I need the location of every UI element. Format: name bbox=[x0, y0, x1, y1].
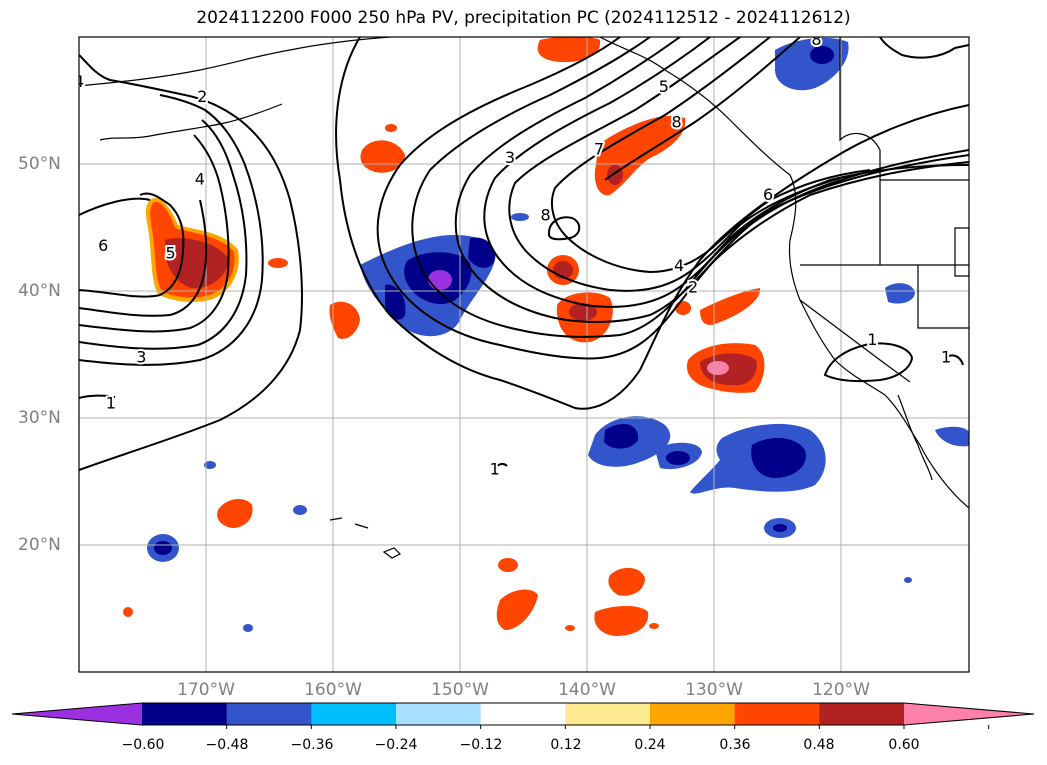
pv-contour-label: 3 bbox=[505, 148, 515, 167]
pv-contour-label: 1 bbox=[867, 330, 877, 349]
lat-tick-label: 40°N bbox=[18, 281, 61, 301]
colorbar-tick-label: 0.12 bbox=[550, 737, 582, 753]
pv-contour-label: 5 bbox=[659, 77, 669, 96]
pv-contour-label: 8 bbox=[541, 205, 551, 224]
lat-tick-label: 50°N bbox=[18, 154, 61, 174]
colorbar-swatch bbox=[142, 703, 228, 725]
pv-contour-label: 6 bbox=[763, 185, 773, 204]
pv-contour-label: 6 bbox=[98, 236, 108, 255]
colorbar-swatch bbox=[734, 703, 820, 725]
pv-contour-label: 1 bbox=[490, 459, 500, 478]
pv-contour-label: 8 bbox=[671, 113, 681, 132]
lon-tick-label: 170°W bbox=[177, 680, 235, 700]
colorbar-swatch bbox=[565, 703, 651, 725]
lat-tick-label: 20°N bbox=[18, 535, 61, 555]
lon-tick-label: 140°W bbox=[558, 680, 616, 700]
pv-contour-label: 2 bbox=[197, 87, 207, 106]
pv-contour-label: 7 bbox=[594, 139, 604, 158]
colorbar bbox=[11, 702, 1035, 729]
pv-contour-label: 4 bbox=[674, 256, 684, 275]
pv-contour-label: 1 bbox=[941, 348, 951, 367]
coastlines bbox=[79, 37, 969, 559]
colorbar-swatch bbox=[12, 703, 142, 725]
pv-contour-label: 1 bbox=[106, 393, 116, 412]
colorbar-swatch bbox=[650, 703, 736, 725]
colorbar-tick-label: 0.36 bbox=[719, 737, 751, 753]
colorbar-swatch bbox=[311, 703, 397, 725]
lon-tick-label: 150°W bbox=[431, 680, 489, 700]
map-title: 2024112200 F000 250 hPa PV, precipitatio… bbox=[196, 8, 851, 28]
pv-contour-label: 5 bbox=[165, 243, 175, 262]
pv-contour-label: 8 bbox=[811, 30, 821, 49]
pv-contour-label: 3 bbox=[136, 348, 146, 367]
lon-tick-label: 160°W bbox=[304, 680, 362, 700]
pv-contour-label: 4 bbox=[195, 170, 205, 189]
colorbar-swatch bbox=[396, 703, 482, 725]
colorbar-tick-label: 0.60 bbox=[888, 737, 920, 753]
colorbar-outline bbox=[11, 702, 1035, 726]
pv-contour-label: 2 bbox=[688, 278, 698, 297]
map-frame bbox=[78, 36, 970, 673]
colorbar-tick-label: −0.48 bbox=[205, 737, 249, 753]
colorbar-swatch bbox=[480, 703, 566, 725]
colorbar-tick-label: 0.24 bbox=[634, 737, 666, 753]
colorbar-tick-label: −0.24 bbox=[374, 737, 418, 753]
colorbar-swatch bbox=[819, 703, 905, 725]
colorbar-tick-label: −0.60 bbox=[121, 737, 165, 753]
colorbar-tick-label: −0.12 bbox=[459, 737, 503, 753]
lat-tick-label: 30°N bbox=[18, 408, 61, 428]
pv-contour-label: 4 bbox=[74, 72, 84, 91]
colorbar-tick-label: −0.36 bbox=[290, 737, 334, 753]
pv-contours bbox=[79, 37, 969, 473]
lon-tick-label: 130°W bbox=[685, 680, 743, 700]
map-background bbox=[79, 37, 969, 672]
lon-tick-label: 120°W bbox=[812, 680, 870, 700]
lat-lon-grid bbox=[79, 37, 969, 672]
colorbar-swatch bbox=[904, 703, 1034, 725]
colorbar-swatch bbox=[226, 703, 312, 725]
colorbar-tick-label: 0.48 bbox=[803, 737, 835, 753]
